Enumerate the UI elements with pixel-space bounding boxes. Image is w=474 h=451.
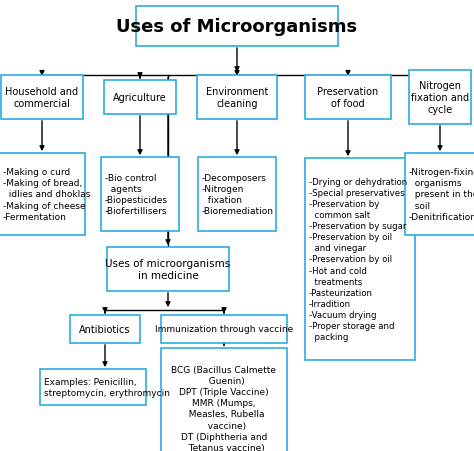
Text: BCG (Bacillus Calmette
  Guenin)
DPT (Triple Vaccine)
MMR (Mumps,
  Measles, Rub: BCG (Bacillus Calmette Guenin) DPT (Trip… — [172, 365, 276, 451]
FancyBboxPatch shape — [104, 81, 176, 115]
Text: -Making o curd
-Making of bread,
  idlies and dhoklas
-Making of cheese
-Ferment: -Making o curd -Making of bread, idlies … — [3, 168, 91, 221]
Text: Antibiotics: Antibiotics — [79, 324, 131, 334]
FancyBboxPatch shape — [405, 154, 474, 235]
Text: Examples: Penicillin,
streptomycin, erythromycin: Examples: Penicillin, streptomycin, eryt… — [44, 377, 170, 397]
Text: Agriculture: Agriculture — [113, 93, 167, 103]
FancyBboxPatch shape — [161, 348, 287, 451]
Text: Immunization through vaccine: Immunization through vaccine — [155, 325, 293, 334]
Text: Environment
cleaning: Environment cleaning — [206, 87, 268, 109]
FancyBboxPatch shape — [136, 7, 338, 47]
Text: Nitrogen
fixation and
cycle: Nitrogen fixation and cycle — [411, 80, 469, 115]
FancyBboxPatch shape — [107, 248, 229, 291]
FancyBboxPatch shape — [197, 76, 277, 120]
Text: Preservation
of food: Preservation of food — [318, 87, 379, 109]
FancyBboxPatch shape — [0, 154, 85, 235]
Text: -Nitrogen-fixing
  organisms
  present in the
  soil
-Denitrification: -Nitrogen-fixing organisms present in th… — [409, 168, 474, 221]
FancyBboxPatch shape — [70, 315, 140, 343]
Text: Household and
commercial: Household and commercial — [5, 87, 79, 109]
FancyBboxPatch shape — [1, 76, 83, 120]
Text: Uses of microorganisms
in medicine: Uses of microorganisms in medicine — [105, 258, 231, 281]
FancyBboxPatch shape — [305, 159, 415, 360]
FancyBboxPatch shape — [198, 158, 276, 231]
FancyBboxPatch shape — [305, 76, 391, 120]
FancyBboxPatch shape — [101, 158, 179, 231]
Text: -Decomposers
-Nitrogen
  fixation
-Bioremediation: -Decomposers -Nitrogen fixation -Bioreme… — [202, 174, 274, 216]
Text: -Bio control
  agents
-Biopesticides
-Biofertillisers: -Bio control agents -Biopesticides -Biof… — [105, 174, 168, 216]
FancyBboxPatch shape — [161, 315, 287, 343]
Text: -Drying or dehydration
-Special preservatives
-Preservation by
  common salt
-Pr: -Drying or dehydration -Special preserva… — [309, 177, 407, 341]
FancyBboxPatch shape — [409, 71, 471, 125]
FancyBboxPatch shape — [40, 369, 146, 405]
Text: Uses of Microorganisms: Uses of Microorganisms — [117, 18, 357, 36]
